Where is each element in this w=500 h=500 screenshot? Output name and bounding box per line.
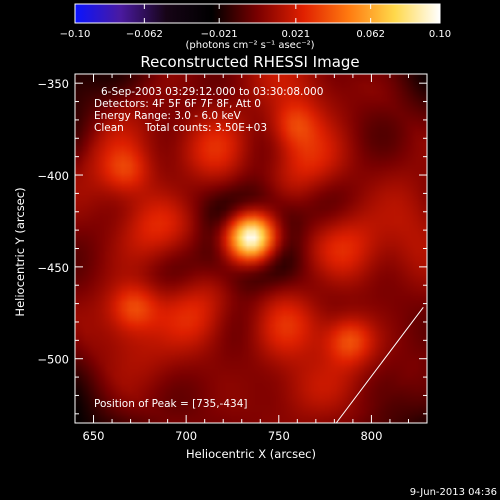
annotation-detectors: Detectors: 4F 5F 6F 7F 8F, Att 0 <box>94 98 261 110</box>
annotation-peak-position: Position of Peak = [735,-434] <box>94 398 248 410</box>
colorbar <box>74 3 441 24</box>
colorbar-tick-label: 0.10 <box>429 29 451 40</box>
x-axis: 650 700 750 800 <box>74 74 428 443</box>
y-tick-label: −400 <box>37 169 69 183</box>
footer-timestamp: 9-Jun-2013 04:36 <box>410 487 497 498</box>
chart-title: Reconstructed RHESSI Image <box>140 53 359 71</box>
x-tick-label: 800 <box>360 429 382 443</box>
y-axis: −350 −400 −450 −500 <box>37 77 427 415</box>
x-tick-label: 700 <box>175 429 197 443</box>
y-tick-label: −450 <box>37 261 69 275</box>
x-axis-label: Heliocentric X (arcsec) <box>186 447 316 461</box>
colorbar-tick-label: −0.021 <box>201 29 238 40</box>
annotation-total-counts: Total counts: 3.50E+03 <box>144 122 267 134</box>
y-tick-label: −500 <box>37 353 69 367</box>
x-tick-label: 750 <box>268 429 290 443</box>
colorbar-tick-label: −0.10 <box>60 29 91 40</box>
y-axis-label: Heliocentric Y (arcsec) <box>13 187 27 316</box>
colorbar-tick-label: −0.062 <box>126 29 163 40</box>
heatmap-image <box>75 74 427 423</box>
solar-limb-line <box>335 306 424 423</box>
colorbar-ticks: −0.10 −0.062 −0.021 0.021 0.062 0.10 <box>60 4 451 40</box>
annotation-energy-range: Energy Range: 3.0 - 6.0 keV <box>94 110 242 122</box>
annotation-clean: Clean <box>94 122 124 134</box>
colorbar-tick-label: 0.062 <box>356 29 385 40</box>
heatmap-raster <box>75 74 427 423</box>
annotation-time-range: 6-Sep-2003 03:29:12.000 to 03:30:08.000 <box>101 86 323 98</box>
colorbar-unit-label: (photons cm⁻² s⁻¹ asec⁻²) <box>185 40 314 51</box>
x-tick-label: 650 <box>83 429 105 443</box>
colorbar-tick-label: 0.021 <box>282 29 311 40</box>
y-tick-label: −350 <box>37 77 69 91</box>
